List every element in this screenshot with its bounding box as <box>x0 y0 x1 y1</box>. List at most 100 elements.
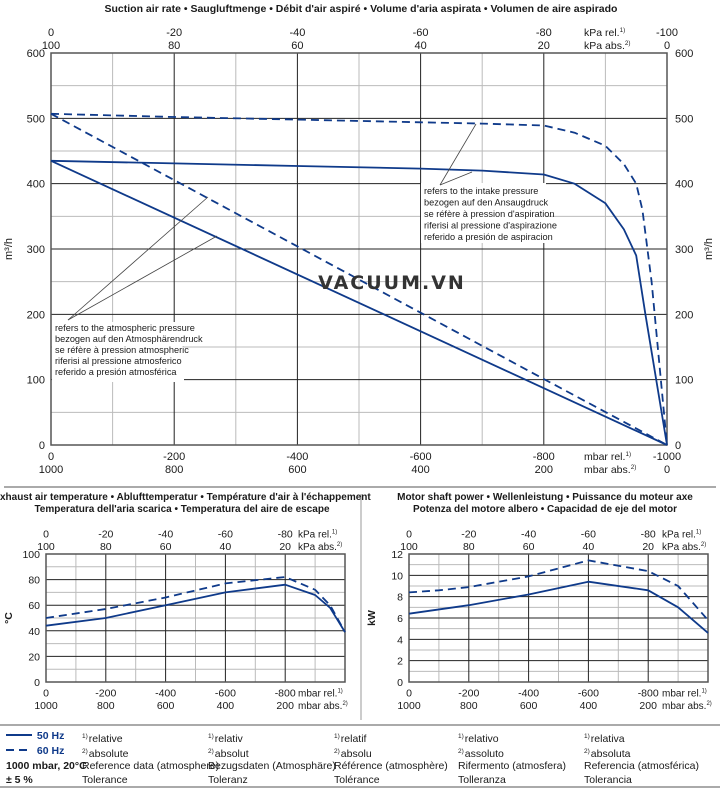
chart-title-temperature: Temperatura dell'aria scarica • Temperat… <box>34 504 330 515</box>
x-top-tick-label-rel: -60 <box>581 529 596 541</box>
x-top-tick-label-abs: 20 <box>538 40 550 52</box>
footnote-mark: 1) <box>696 530 701 536</box>
y-tick-label: 300 <box>27 244 45 256</box>
footnote-mark: 2) <box>706 701 711 707</box>
x-tick-label-abs: 600 <box>520 700 538 712</box>
footnote-mark: 1) <box>208 733 214 740</box>
footnote-mark: 2) <box>337 542 342 548</box>
chart-title-power: Motor shaft power • Wellenleistung • Pui… <box>397 492 693 503</box>
legend-60hz-label: 60 Hz <box>36 745 65 757</box>
x-top-tick-label-rel: -100 <box>656 27 678 39</box>
footnote-mark: 1) <box>625 451 631 458</box>
legend-text: absolute <box>88 748 129 760</box>
annotation-intake-line: riferisi al pressione d'aspirazione <box>424 221 557 231</box>
annotation-atmo-line: se réfère à pression atmospheric <box>55 345 189 355</box>
legend-row-absolute: 60 Hz 2)absolute 2)absolut 2)absolu 2)as… <box>0 744 720 762</box>
footnote-mark: 2) <box>584 748 590 755</box>
legend-text: relativo <box>464 733 499 745</box>
y-tick-label-right: 100 <box>675 375 693 387</box>
x-tick-label-rel: 0 <box>48 451 54 463</box>
legend-tolerance-en: Tolerance <box>82 774 128 786</box>
annotation-intake-line: bezogen auf den Ansaugdruck <box>424 198 549 208</box>
x-top-tick-label-abs: 20 <box>279 541 291 553</box>
x-top-tick-label-abs: 60 <box>291 40 303 52</box>
series-line-60-hz-intake <box>50 112 668 446</box>
x-top-tick-label-abs: 60 <box>160 541 172 553</box>
x-tick-label-abs: 800 <box>97 700 115 712</box>
x-unit-rel: mbar rel.1) <box>584 451 631 463</box>
legend-reference-en: Reference data (atmosphere) <box>82 760 220 772</box>
x-top-tick-label-abs: 100 <box>42 40 60 52</box>
y-tick-label: 4 <box>397 634 403 646</box>
series-line-60-hz <box>45 576 346 633</box>
x-unit-rel: mbar rel.1) <box>298 689 343 700</box>
x-unit-abs: mbar abs.2) <box>662 701 712 712</box>
x-top-unit-abs: kPa abs.2) <box>662 542 706 553</box>
footnote-mark: 1) <box>620 27 626 34</box>
x-top-tick-label-rel: -80 <box>536 27 552 39</box>
x-top-tick-label-abs: 80 <box>100 541 112 553</box>
footnote-mark: 1) <box>82 733 88 740</box>
x-tick-label-abs: 200 <box>535 464 553 476</box>
x-top-unit-rel: kPa rel.1) <box>662 530 701 541</box>
annotation-box <box>421 183 546 243</box>
x-tick-label-rel: -800 <box>533 451 555 463</box>
legend-row-reference: 1000 mbar, 20°C Reference data (atmosphe… <box>0 759 720 774</box>
unit-label: kPa abs. <box>298 542 337 553</box>
annotation-leader-line <box>67 196 209 321</box>
legend-absolute-de: 2)absolut <box>208 744 249 762</box>
y-tick-label-right: 200 <box>675 309 693 321</box>
x-top-tick-label-abs: 100 <box>400 541 418 553</box>
y-tick-label: 0 <box>397 677 403 689</box>
x-top-tick-label-abs: 80 <box>463 541 475 553</box>
charts-canvas: Suction air rate • Saugluftmenge • Débit… <box>0 3 716 720</box>
legend-50hz-label: 50 Hz <box>36 730 65 742</box>
watermark-logo: VACUUM.VN <box>318 272 466 294</box>
footnote-mark: 1) <box>332 530 337 536</box>
x-unit-abs: mbar abs.2) <box>584 464 636 476</box>
y-tick-label: 20 <box>28 651 40 663</box>
x-tick-label-rel: -200 <box>95 688 116 700</box>
x-top-tick-label-rel: -20 <box>166 27 182 39</box>
chart-title-suction: Suction air rate • Saugluftmenge • Débit… <box>105 3 618 15</box>
legend-text: relative <box>88 733 123 745</box>
x-tick-label-abs: 400 <box>411 464 429 476</box>
legend-tolerance-it: Tolleranza <box>458 774 506 786</box>
legend-relative-en: 1)relative <box>82 729 123 747</box>
x-tick-label-abs: 0 <box>664 464 670 476</box>
x-tick-label-rel: -800 <box>275 688 296 700</box>
x-tick-label-rel: -600 <box>215 688 236 700</box>
annotation-atmo-line: referido a presión atmosférica <box>55 367 177 377</box>
x-tick-label-abs: 600 <box>157 700 175 712</box>
x-tick-label-rel: -200 <box>163 451 185 463</box>
x-top-unit-abs: kPa abs.2) <box>298 542 342 553</box>
x-top-tick-label-rel: 0 <box>43 529 49 541</box>
series-line-50-hz-intake <box>50 159 668 446</box>
x-top-unit-rel: kPa rel.1) <box>298 530 337 541</box>
x-tick-label-abs: 1000 <box>39 464 63 476</box>
y-tick-label: 200 <box>27 309 45 321</box>
legend-text: relatif <box>340 733 367 745</box>
y-tick-label-right: 0 <box>675 440 681 452</box>
x-unit-abs: mbar abs.2) <box>298 701 348 712</box>
legend-tolerance-fr: Tolérance <box>334 774 380 786</box>
footnote-mark: 1) <box>701 689 706 695</box>
annotation-atmo-line: refers to the atmospheric pressure <box>55 323 195 333</box>
y-tick-label-right: 300 <box>675 244 693 256</box>
x-tick-label-rel: 0 <box>43 688 49 700</box>
x-top-tick-label-rel: -20 <box>461 529 476 541</box>
x-tick-label-abs: 200 <box>276 700 294 712</box>
legend-reference-de: Bezugsdaten (Atmosphäre) <box>208 760 336 772</box>
legend-absolute-it: 2)assoluto <box>458 744 504 762</box>
legend-text: relativa <box>590 733 625 745</box>
series-line-50-hz <box>408 580 709 634</box>
y-tick-label-right: 400 <box>675 179 693 191</box>
unit-label: mbar abs. <box>584 464 631 476</box>
unit-label: mbar abs. <box>662 701 706 712</box>
unit-label: mbar rel. <box>584 451 625 463</box>
plot-frame <box>408 553 709 683</box>
legend-relative-it: 1)relativo <box>458 729 499 747</box>
y-tick-label: 8 <box>397 592 403 604</box>
y-tick-label: 2 <box>397 656 403 668</box>
y-tick-label: 40 <box>28 626 40 638</box>
